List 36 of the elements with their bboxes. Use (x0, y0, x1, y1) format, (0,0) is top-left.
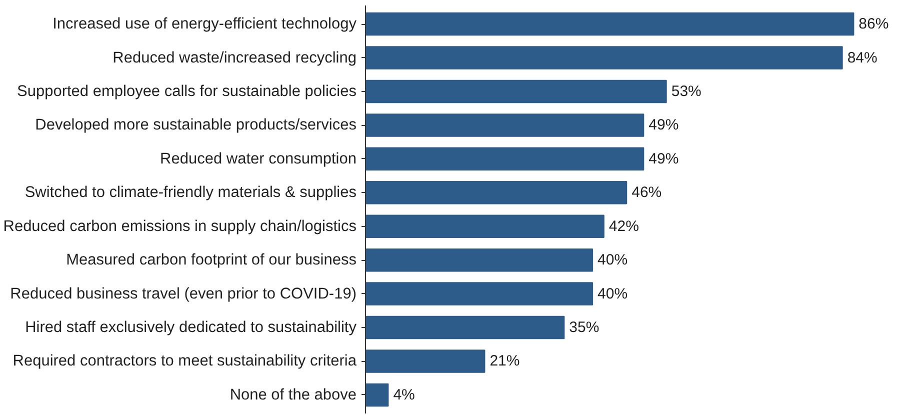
bar (366, 181, 628, 204)
bar (366, 214, 604, 238)
bar (366, 80, 667, 104)
data-label: 49% (648, 150, 679, 168)
data-label: 40% (598, 252, 628, 269)
data-label: 84% (847, 49, 878, 66)
y-tick-label: Measured carbon footprint of our business (66, 252, 357, 269)
bar (366, 114, 644, 137)
data-label: 46% (632, 184, 662, 202)
data-label: 35% (569, 319, 600, 336)
y-tick-label: None of the above (230, 386, 357, 404)
data-label: 40% (598, 285, 628, 302)
y-tick-label: Increased use of energy-efficient technology (52, 16, 357, 33)
y-tick-label: Required contractors to meet sustainability criteria (12, 352, 357, 370)
data-label: 53% (671, 82, 702, 100)
y-tick-label: Developed more sustainable products/services (35, 116, 357, 134)
bar (366, 147, 644, 171)
data-label: 42% (608, 218, 639, 235)
y-tick-label: Switched to climate-friendly materials & supplies (24, 184, 357, 202)
data-label: 21% (490, 352, 520, 370)
bar (366, 316, 565, 340)
y-tick-label: Reduced business travel (even prior to COVID-19) (10, 285, 357, 302)
data-label: 49% (648, 116, 679, 134)
data-label: 86% (858, 16, 889, 33)
bar (366, 248, 594, 272)
bar (366, 383, 389, 407)
y-tick-label: Hired staff exclusively dedicated to sustainability (25, 319, 357, 336)
y-tick-label: Reduced water consumption (160, 150, 357, 168)
y-tick-label: Reduced waste/increased recycling (112, 49, 357, 66)
bar (366, 350, 486, 373)
y-tick-label: Supported employee calls for sustainable policies (17, 82, 357, 100)
bar (366, 282, 594, 306)
bar (366, 12, 854, 36)
y-tick-label: Reduced carbon emissions in supply chain/logistics (3, 218, 357, 235)
bar (366, 46, 843, 70)
data-label: 4% (393, 386, 415, 404)
